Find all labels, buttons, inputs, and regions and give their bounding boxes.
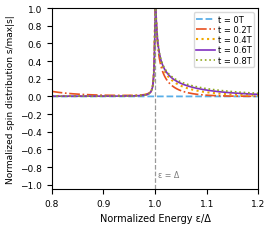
t = 0.6T [154, 8, 157, 10]
t = 0.4T [257, 95, 260, 98]
Text: ε = Δ: ε = Δ [158, 170, 179, 179]
t = 0T [59, 95, 62, 98]
t = 0.8T [91, 95, 94, 98]
t = 0.6T [62, 95, 66, 98]
t = 0.8T [154, 8, 157, 10]
t = 0T [151, 95, 154, 98]
t = 0.8T [257, 93, 260, 95]
t = 0.2T [50, 91, 53, 93]
t = 0.8T [151, 85, 154, 88]
t = 0.6T [257, 94, 260, 96]
t = 0.6T [91, 95, 94, 98]
t = 0.2T [151, 84, 154, 87]
t = 0.8T [246, 92, 249, 95]
t = 0T [50, 95, 53, 98]
t = 0.2T [257, 95, 260, 98]
t = 0.6T [151, 85, 154, 88]
t = 0.2T [246, 95, 249, 98]
t = 0.2T [51, 91, 54, 93]
t = 0.8T [62, 95, 66, 98]
t = 0.2T [91, 94, 94, 97]
t = 0.6T [246, 93, 249, 96]
t = 0T [257, 95, 260, 98]
Line: t = 0.4T: t = 0.4T [52, 9, 258, 97]
t = 0.4T [62, 95, 66, 98]
t = 0.4T [51, 95, 54, 98]
Line: t = 0.2T: t = 0.2T [52, 9, 258, 97]
t = 0.8T [51, 95, 54, 98]
t = 0T [91, 95, 94, 98]
t = 0.6T [50, 95, 53, 98]
t = 0.6T [51, 95, 54, 98]
t = 0T [246, 95, 249, 98]
t = 0.4T [91, 95, 94, 98]
Legend: t = 0T, t = 0.2T, t = 0.4T, t = 0.6T, t = 0.8T: t = 0T, t = 0.2T, t = 0.4T, t = 0.6T, t … [194, 13, 254, 68]
t = 0.4T [154, 8, 157, 10]
t = 0T [62, 95, 66, 98]
t = 0.4T [246, 94, 249, 97]
t = 0.6T [59, 95, 62, 98]
t = 0.2T [59, 92, 62, 95]
t = 0.2T [62, 92, 66, 95]
t = 0T [51, 95, 54, 98]
t = 0.8T [59, 95, 62, 98]
t = 0.4T [59, 95, 62, 98]
t = 0.4T [151, 85, 154, 88]
t = 0.4T [50, 95, 53, 98]
Line: t = 0.8T: t = 0.8T [52, 9, 258, 97]
t = 0.2T [154, 8, 157, 10]
t = 0.6T [55, 95, 59, 98]
t = 0.4T [90, 95, 93, 98]
Line: t = 0.6T: t = 0.6T [52, 9, 258, 97]
Y-axis label: Normalized spin distribution s/max|s|: Normalized spin distribution s/max|s| [6, 15, 15, 183]
X-axis label: Normalized Energy ε/Δ: Normalized Energy ε/Δ [99, 213, 211, 224]
t = 0.8T [50, 95, 53, 98]
